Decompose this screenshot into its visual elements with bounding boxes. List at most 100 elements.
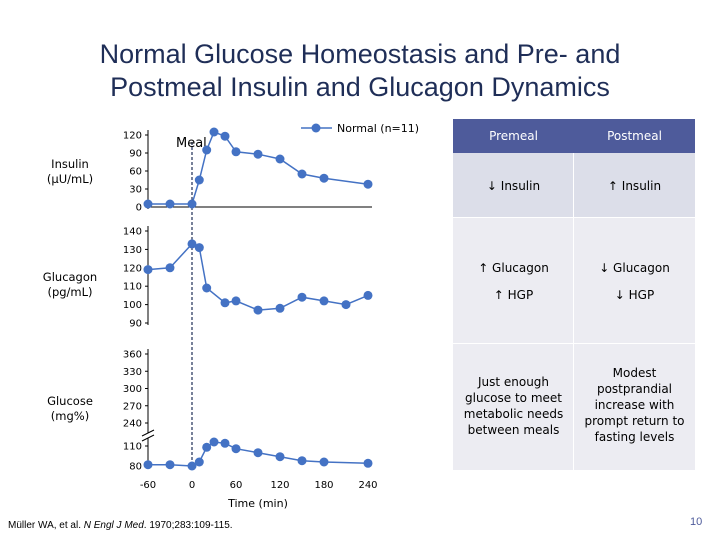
glucagon-data-point: [275, 303, 285, 313]
glucose-y-tick-label: 240: [123, 419, 142, 430]
title-line-2: Postmeal Insulin and Glucagon Dynamics: [110, 72, 610, 102]
postmeal-note-line: prompt return to: [584, 414, 685, 428]
glucose-axis-break-gap: [142, 433, 154, 438]
insulin-label-name: Insulin: [51, 157, 89, 171]
insulin-y-tick-label: 30: [129, 185, 142, 196]
insulin-data-point: [194, 175, 204, 185]
glucagon-data-point: [319, 296, 329, 306]
glucagon-series-line: [147, 242, 369, 311]
insulin-data-point: [275, 154, 285, 164]
postmeal-insulin: ↑ Insulin: [607, 179, 662, 193]
glucagon-data-point: [363, 290, 373, 300]
title-line-1: Normal Glucose Homeostasis and Pre- and: [99, 39, 621, 69]
insulin-data-point: [143, 199, 153, 209]
postmeal-hgp: ↓ HGP: [614, 288, 655, 302]
table-row-insulin: [453, 153, 695, 217]
insulin-label-unit: (µU/mL): [46, 172, 94, 186]
premeal-glucagon: ↑ Glucagon: [478, 261, 549, 275]
glucose-axis-break-mark: [141, 429, 155, 437]
insulin-data-point: [319, 173, 329, 183]
header-premeal: Premeal: [489, 129, 538, 143]
insulin-y-tick-label: 0: [136, 203, 142, 214]
postmeal-note-line: postprandial: [596, 382, 673, 396]
legend-marker: [311, 123, 321, 133]
insulin-y-tick-label: 120: [123, 131, 142, 142]
postmeal-note-line: increase with: [594, 398, 675, 412]
insulin-data-point: [202, 145, 212, 155]
glucose-data-point: [220, 438, 230, 448]
premeal-note-line: between meals: [467, 423, 560, 437]
glucagon-y-tick-label: 140: [123, 227, 142, 238]
glucose-data-point: [297, 456, 307, 466]
insulin-y-tick-label: 90: [129, 149, 142, 160]
glucose-data-point: [165, 460, 175, 470]
glucagon-axis-label: Glucagon (pg/mL): [30, 270, 110, 300]
glucose-y-tick-label: 80: [129, 462, 142, 473]
insulin-data-point: [220, 131, 230, 141]
premeal-note-line: Just enough: [477, 375, 550, 389]
glucose-label-unit: (mg%): [50, 409, 90, 423]
glucose-y-tick-label: 270: [123, 401, 142, 412]
glucose-axis-break-mark: [141, 434, 155, 442]
glucagon-label-name: Glucagon: [42, 270, 98, 284]
x-axis-title: Time (min): [227, 497, 288, 510]
postmeal-note-line: fasting levels: [594, 430, 675, 444]
insulin-axis-label: Insulin (µU/mL): [30, 157, 110, 187]
dynamics-table: Premeal Postmeal ↓ Insulin ↑ Insulin ↑ G…: [453, 119, 695, 470]
glucagon-data-point: [341, 300, 351, 310]
table-header: Premeal Postmeal: [453, 119, 695, 153]
glucose-data-point: [319, 457, 329, 467]
glucagon-data-point: [220, 298, 230, 308]
glucose-y-tick-label: 110: [123, 442, 142, 453]
glucose-y-tick-label: 300: [123, 384, 142, 395]
glucagon-data-point: [165, 263, 175, 273]
glucose-axis-label: Glucose (mg%): [30, 394, 110, 424]
table-column-divider: [573, 153, 574, 470]
glucose-data-point: [275, 452, 285, 462]
premeal-note-line: glucose to meet: [465, 391, 562, 405]
premeal-note-line: metabolic needs: [463, 407, 564, 421]
glucagon-y-tick-label: 110: [123, 282, 142, 293]
table-divider-2: [453, 343, 695, 344]
table-divider-1: [453, 217, 695, 218]
citation-journal: N Engl J Med: [83, 520, 144, 531]
glucose-data-point: [209, 437, 219, 447]
glucagon-data-point: [231, 296, 241, 306]
glucose-data-point: [231, 444, 241, 454]
insulin-data-point: [209, 127, 219, 137]
premeal-hgp: ↑ HGP: [493, 288, 534, 302]
glucose-data-point: [363, 458, 373, 468]
insulin-data-point: [187, 199, 197, 209]
glucose-y-tick-label: 360: [123, 350, 142, 361]
glucose-label-name: Glucose: [47, 394, 93, 408]
insulin-data-point: [231, 147, 241, 157]
glucose-data-point: [187, 461, 197, 471]
glucagon-y-tick-label: 120: [123, 263, 142, 274]
glucagon-y-tick-label: 130: [123, 245, 142, 256]
premeal-insulin: ↓ Insulin: [486, 179, 541, 193]
glucagon-data-point: [194, 243, 204, 253]
citation: Müller WA, et al. N Engl J Med. 1970;283…: [8, 520, 233, 531]
insulin-data-point: [363, 179, 373, 189]
glucose-y-tick-label: 330: [123, 367, 142, 378]
glucagon-y-tick-label: 90: [129, 319, 142, 330]
meal-label: Meal: [176, 136, 207, 151]
x-tick-label: 120: [270, 480, 289, 491]
glucose-data-point: [253, 448, 263, 458]
glucagon-data-point: [187, 239, 197, 249]
x-tick-label: 180: [314, 480, 333, 491]
glucose-data-point: [194, 457, 204, 467]
glucose-data-point: [202, 442, 212, 452]
insulin-data-point: [297, 169, 307, 179]
premeal-note: Just enough glucose to meet metabolic ne…: [457, 374, 570, 438]
glucagon-y-tick-label: 100: [123, 300, 142, 311]
x-tick-label: -60: [140, 480, 156, 491]
citation-authors: Müller WA, et al.: [8, 520, 84, 531]
postmeal-note: Modest postprandial increase with prompt…: [578, 365, 691, 445]
header-postmeal: Postmeal: [607, 129, 662, 143]
slide-title: Normal Glucose Homeostasis and Pre- and …: [0, 38, 720, 104]
legend-label: Normal (n=11): [337, 122, 419, 135]
glucose-data-point: [143, 460, 153, 470]
postmeal-glucagon: ↓ Glucagon: [599, 261, 670, 275]
